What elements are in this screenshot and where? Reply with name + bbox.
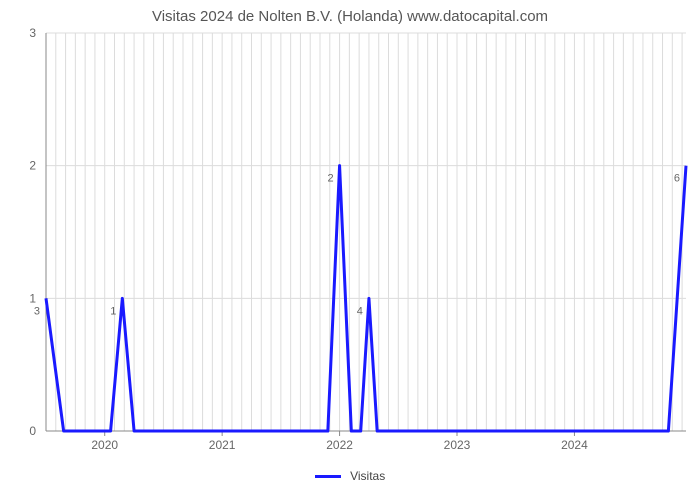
- line-chart: 01232020202120222023202431246: [0, 25, 700, 465]
- value-label: 4: [357, 305, 363, 317]
- svg-text:2: 2: [29, 159, 36, 173]
- legend-label: Visitas: [350, 469, 385, 483]
- svg-text:2020: 2020: [91, 438, 118, 452]
- chart-legend: Visitas: [0, 469, 700, 483]
- value-label: 3: [34, 305, 40, 317]
- value-label: 1: [110, 305, 116, 317]
- svg-text:1: 1: [29, 291, 36, 305]
- value-label: 2: [327, 173, 333, 185]
- value-label: 6: [674, 173, 680, 185]
- svg-text:0: 0: [29, 424, 36, 438]
- svg-text:2023: 2023: [444, 438, 471, 452]
- svg-text:3: 3: [29, 26, 36, 40]
- svg-text:2021: 2021: [209, 438, 236, 452]
- svg-text:2024: 2024: [561, 438, 588, 452]
- chart-title: Visitas 2024 de Nolten B.V. (Holanda) ww…: [0, 0, 700, 25]
- legend-swatch: [315, 475, 341, 478]
- svg-text:2022: 2022: [326, 438, 353, 452]
- chart-container: 01232020202120222023202431246: [0, 25, 700, 465]
